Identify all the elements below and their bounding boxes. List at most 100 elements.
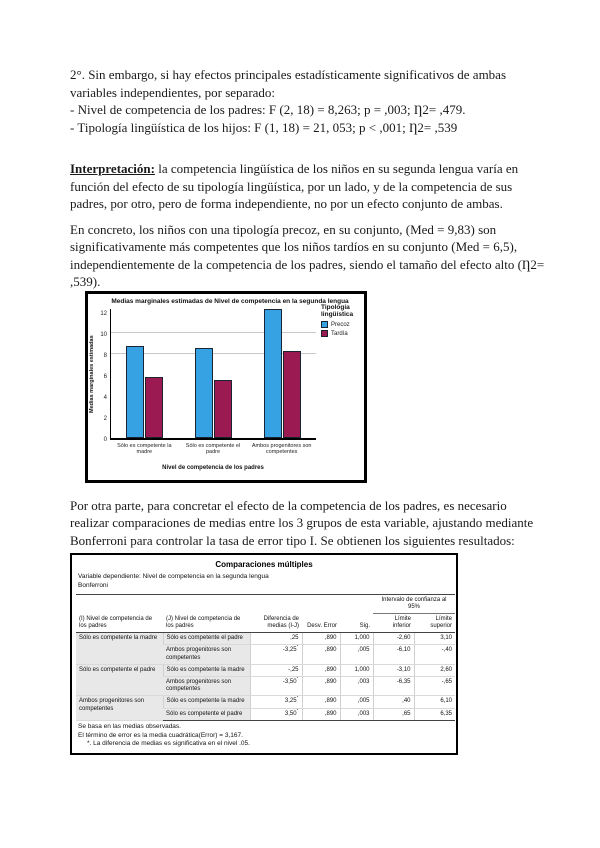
cell-i-group-3: Ambos progenitores son competentes: [76, 695, 163, 721]
paragraph-bonferroni: Por otra parte, para concretar el efecto…: [70, 497, 534, 548]
paragraph-effects: 2°. Sin embargo, si hay efectos principa…: [70, 66, 545, 136]
cell-mean-difference: -3,25*: [249, 644, 302, 665]
cell-ci-upper: 3,10: [413, 632, 455, 646]
y-tick-0: 0: [103, 436, 107, 443]
table-row: Sólo es competente la madre Sólo es compe…: [76, 632, 455, 665]
cell-std-error: ,890: [301, 632, 340, 646]
bar-tardía-1: [145, 377, 164, 438]
cell-j-group: Sólo es competente el padre: [162, 632, 250, 646]
table-row: Sólo es competente el padre Sólo es compe…: [76, 663, 455, 697]
table-method: Bonferroni: [78, 581, 108, 589]
chart-title: Medias marginales estimadas de Nivel de …: [111, 297, 349, 305]
cell-ci-upper: -,40: [413, 644, 455, 665]
header-sig: Sig.: [340, 593, 373, 634]
table-dependent-variable: Variable dependiente: Nivel de competenc…: [78, 573, 269, 580]
cell-j-group: Ambos progenitores son competentes: [163, 644, 250, 665]
cell-std-error: ,890: [301, 676, 340, 697]
significance-star: *: [296, 644, 299, 651]
bar-precoz-3: [263, 309, 282, 438]
cell-std-error: ,890: [301, 644, 340, 665]
cell-sig: ,003: [339, 708, 373, 721]
legend-entry-precoz: Precoz: [321, 321, 367, 329]
cell-mean-difference: ,25: [249, 632, 302, 646]
cell-sig: ,005: [339, 695, 373, 709]
cell-i-group-1: Sólo es competente la madre: [76, 632, 163, 665]
cell-ci-lower: -6,35: [372, 676, 414, 697]
paragraph-concreto: En concreto, los niños con una tipología…: [70, 221, 545, 290]
y-tick-8: 8: [103, 352, 107, 359]
table-row: Ambos progenitores son competentes Sólo e…: [76, 695, 455, 721]
significance-star: *: [296, 695, 299, 702]
cell-ci-upper: 6,10: [413, 695, 455, 709]
cell-i-group-2: Sólo es competente el padre: [76, 663, 163, 697]
cell-sig: ,003: [339, 676, 373, 697]
cell-ci-upper: -,65: [413, 676, 455, 697]
legend-swatch-precoz: [321, 321, 328, 329]
header-i-column: (I) Nivel de competencia de los padres: [76, 593, 163, 634]
gridline-10: [111, 331, 316, 333]
y-tick-12: 12: [100, 310, 107, 317]
y-tick-6: 6: [103, 373, 107, 380]
bar-tardía-2: [214, 379, 232, 438]
header-std-error: Desv. Error: [302, 593, 340, 634]
interpretation-label: Interpretación:: [70, 161, 155, 176]
header-ci-upper: Límite superior: [414, 613, 455, 634]
cell-ci-lower: ,65: [372, 708, 414, 721]
cell-j-group: Sólo es competente la madre: [162, 695, 250, 709]
document-page: 2°. Sin embargo, si hay efectos principa…: [70, 66, 545, 756]
cell-ci-lower: -2,60: [372, 632, 414, 646]
comparisons-table: Comparaciones múltiples Variable dependi…: [70, 553, 458, 756]
chart-legend-title: Tipología lingüística: [321, 303, 354, 318]
table-footnote-2: El término de error es la media cuadráti…: [78, 731, 243, 739]
bar-precoz-2: [195, 348, 213, 438]
bullet-parents-f: - Nivel de competencia de los padres: F …: [70, 102, 466, 117]
cell-ci-lower: -3,10: [372, 663, 414, 678]
chart-legend: Tipología lingüística Precoz Tardía: [321, 304, 367, 340]
cell-ci-lower: -6,10: [372, 644, 414, 665]
x-category-label-1: Sólo es competente la madre: [117, 442, 172, 455]
cell-sig: 1,000: [339, 663, 373, 678]
paragraph-interpretation: Interpretación: la competencia lingüísti…: [70, 160, 545, 213]
legend-label-precoz: Precoz: [331, 321, 350, 328]
table-row: Sólo es competente el padre 3,50* ,890,003…: [76, 708, 455, 721]
chart-x-categories: Sólo es competente la madre Sólo es compe…: [110, 443, 316, 456]
table-title: Comparaciones múltiples: [215, 560, 313, 569]
legend-entry-tardía: Tardía: [321, 330, 367, 338]
cell-j-group: Sólo es competente el padre: [163, 708, 250, 721]
table-footnotes: Se basa en las medias observadas. El térm…: [76, 723, 452, 749]
legend-swatch-tardía: [321, 330, 328, 338]
gridline-8: [111, 352, 316, 354]
paragraph-effects-text: 2°. Sin embargo, si hay efectos principa…: [70, 67, 507, 100]
interpretation-text: la competencia lingüística de los niños …: [70, 161, 519, 211]
x-category-label-2: Sólo es competente el padre: [185, 442, 241, 455]
significance-star: *: [296, 708, 299, 714]
header-confidence-interval: Intervalo de confianza al 95%: [373, 593, 455, 614]
table-row: Ambos progenitores son competentes -3,50*…: [76, 676, 455, 697]
x-category-label-3: Ambos progenitores son competentes: [251, 442, 312, 455]
cell-std-error: ,890: [301, 708, 340, 721]
cell-mean-difference: -,25: [249, 663, 302, 678]
header-ci-lower: Límite inferior: [373, 613, 414, 634]
cell-std-error: ,890: [301, 695, 340, 709]
cell-ci-upper: 2,60: [413, 663, 455, 678]
table-row: Ambos progenitores son competentes -3,25*…: [76, 644, 455, 665]
y-tick-4: 4: [103, 394, 107, 401]
y-tick-2: 2: [103, 415, 107, 422]
cell-mean-difference: 3,50*: [249, 708, 302, 721]
chart-plot-area: [110, 308, 316, 440]
table-body: Sólo es competente la madre Sólo es compe…: [76, 632, 455, 721]
table-header: (I) Nivel de competencia de los padres (…: [76, 593, 455, 634]
y-tick-10: 10: [100, 331, 107, 338]
cell-std-error: ,890: [301, 663, 340, 678]
header-mean-difference: Diferencia de medias (I-J): [250, 593, 302, 634]
cell-sig: 1,000: [339, 632, 373, 646]
bullet-children-f: - Tipología lingüística de los hijos: F …: [70, 119, 458, 135]
cell-mean-difference: -3,50*: [249, 676, 302, 697]
significance-star: *: [296, 676, 299, 683]
cell-j-group: Sólo es competente la madre: [162, 663, 250, 678]
cell-j-group: Ambos progenitores son competentes: [163, 676, 250, 697]
cell-sig: ,005: [339, 644, 373, 665]
legend-label-tardía: Tardía: [331, 330, 348, 337]
cell-mean-difference: 3,25*: [249, 695, 302, 709]
chart-x-axis-title: Nivel de competencia de los padres: [162, 464, 264, 471]
